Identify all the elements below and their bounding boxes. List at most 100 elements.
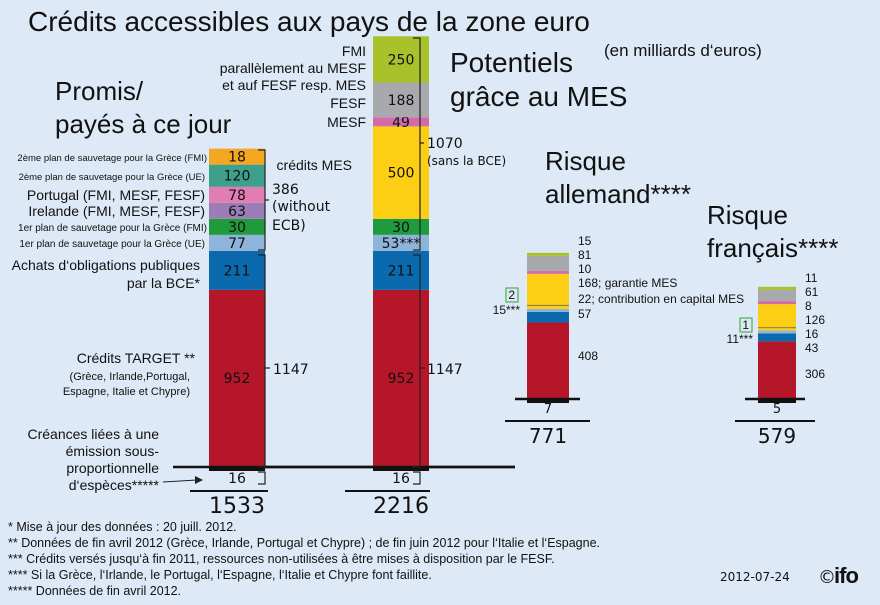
footnote-4: **** Si la Grèce, l‘Irlande, le Portugal… <box>8 568 432 582</box>
segment-potentiels-2 <box>373 234 429 251</box>
heading-potentiels-1: Potentiels <box>450 47 573 78</box>
creances-arrow <box>162 476 203 484</box>
total-allemand: 771 <box>529 424 567 448</box>
label-greece1-ue: 1er plan de sauvetage pour la Grèce (UE) <box>19 239 205 250</box>
bracket-base-mid <box>413 471 421 485</box>
segment-promis-0 <box>209 289 265 466</box>
value-label-francais-1: 43 <box>805 341 819 355</box>
value-label-potentiels-2: 53*** <box>382 236 421 252</box>
label-creances-2: émission sous- <box>66 443 160 459</box>
value-label-potentiels-6: 188 <box>388 93 415 109</box>
value-label-promis-6: 120 <box>224 169 251 185</box>
segment-allemand-1 <box>527 311 569 323</box>
label-fmi-2: parallèlement au MESF <box>220 60 366 76</box>
value-label-potentiels-3: 30 <box>392 220 410 236</box>
value-label-allemand-8: 15 <box>578 234 592 248</box>
value-label-francais-6: 8 <box>805 299 812 313</box>
label-greece1-fmi: 1er plan de sauvetage pour la Grèce (FMI… <box>18 223 207 234</box>
segment-promis-4 <box>209 202 265 219</box>
segment-francais-3 <box>758 327 796 331</box>
total-promis: 1533 <box>209 494 265 519</box>
segment-francais-5 <box>758 304 796 328</box>
footnotes: * Mise à jour des données : 20 juill. 20… <box>8 520 600 598</box>
value-label-allemand-2: 15*** <box>493 303 521 317</box>
unit-note: (en milliards d‘euros) <box>604 41 762 60</box>
heading-promis-2: payés à ce jour <box>55 109 232 139</box>
base-segment-potentiels <box>373 466 429 471</box>
bracket-1147-left-shape <box>258 254 270 468</box>
footnote-2: ** Données de fin avril 2012 (Grèce, Irl… <box>8 536 600 550</box>
segment-promis-5 <box>209 186 265 203</box>
label-greece2-ue: 2ème plan de sauvetage pour la Grèce (UE… <box>19 172 205 183</box>
value-label-francais-5: 126 <box>805 313 825 327</box>
segment-francais-6 <box>758 301 796 305</box>
base-value-promis: 16 <box>228 471 246 487</box>
value-label-allemand-4: 2 <box>508 288 515 302</box>
segment-potentiels-5 <box>373 117 429 127</box>
segment-francais-0 <box>758 341 796 398</box>
potentiels-labels: FMI parallèlement au MESF et auf FESF re… <box>220 43 366 173</box>
heading-francais-1: Risque <box>707 200 788 230</box>
segment-promis-6 <box>209 164 265 187</box>
heading-francais-2: français**** <box>707 233 839 263</box>
bracket-386-2: (without <box>272 199 331 215</box>
value-label-francais-2: 11*** <box>727 332 754 346</box>
bracket-386: 386 <box>272 182 299 198</box>
value-label-francais-8: 11 <box>805 271 818 285</box>
heading-allemand-2: allemand**** <box>545 179 691 209</box>
label-bce-2: par la BCE* <box>127 275 201 291</box>
segment-potentiels-3 <box>373 218 429 235</box>
label-creances-1: Créances liées à une <box>27 426 159 442</box>
ifo-logo: © ifo <box>818 563 859 588</box>
bracket-386-shape <box>258 149 269 251</box>
bracket-1070: 1070 <box>427 136 463 152</box>
label-irelande: Irelande (FMI, MESF, FESF) <box>28 203 205 219</box>
value-label-promis-5: 78 <box>228 188 246 204</box>
segment-francais-2 <box>758 330 796 334</box>
svg-text:ifo: ifo <box>834 563 858 588</box>
value-label-promis-1: 211 <box>224 263 251 279</box>
label-target: Crédits TARGET ** <box>77 350 196 366</box>
brackets <box>258 37 425 485</box>
segment-promis-3 <box>209 218 265 235</box>
heading-potentiels-2: grâce au MES <box>450 81 627 112</box>
label-portugal: Portugal (FMI, MESF, FESF) <box>27 187 205 203</box>
value-label-potentiels-4: 500 <box>388 166 415 182</box>
label-credits-mes: crédits MES <box>277 157 352 173</box>
bracket-1147-mid: 1147 <box>427 362 463 378</box>
promis-labels: 2ème plan de sauvetage pour la Grèce (FM… <box>12 153 207 493</box>
label-greece2-fmi: 2ème plan de sauvetage pour la Grèce (FM… <box>17 153 207 164</box>
value-box-francais-4 <box>739 317 753 333</box>
footnote-5: ***** Données de fin avril 2012. <box>8 584 181 598</box>
bracket-1147-left: 1147 <box>273 362 309 378</box>
segment-francais-1 <box>758 333 796 342</box>
heading-allemand-1: Risque <box>545 146 626 176</box>
footnote-3: *** Crédits versés jusqu‘à fin 2011, res… <box>8 552 555 566</box>
segment-promis-1 <box>209 250 265 290</box>
value-label-potentiels-5: 49 <box>392 115 410 131</box>
segment-allemand-6 <box>527 270 569 274</box>
value-label-promis-0: 952 <box>224 371 251 387</box>
bracket-base-left <box>258 471 266 485</box>
value-box-allemand-4 <box>505 287 519 303</box>
label-fmi-1: FMI <box>342 43 366 59</box>
value-label-promis-4: 63 <box>228 204 246 220</box>
value-label-francais-7: 61 <box>805 285 819 299</box>
label-creances-3: proportionnelle <box>66 460 159 476</box>
segment-allemand-5 <box>527 273 569 305</box>
value-label-francais-3: 16 <box>805 327 819 341</box>
value-label-allemand-3: 22; contribution en capital MES <box>578 292 744 306</box>
heading-promis-1: Promis/ <box>55 76 144 106</box>
total-francais: 579 <box>758 424 796 448</box>
label-target-sub-1: (Grèce, Irlande,Portugal, <box>70 371 190 383</box>
segment-francais-7 <box>758 289 796 302</box>
label-fmi-3: et auf FESF resp. MES <box>222 77 366 93</box>
segment-allemand-0 <box>527 322 569 398</box>
value-label-allemand-1: 57 <box>578 307 592 321</box>
bracket-1147-mid-shape <box>413 254 425 468</box>
segment-allemand-2 <box>527 308 569 312</box>
segment-francais-8 <box>758 286 796 290</box>
label-target-sub-2: Espagne, Italie et Chypre) <box>63 386 190 398</box>
